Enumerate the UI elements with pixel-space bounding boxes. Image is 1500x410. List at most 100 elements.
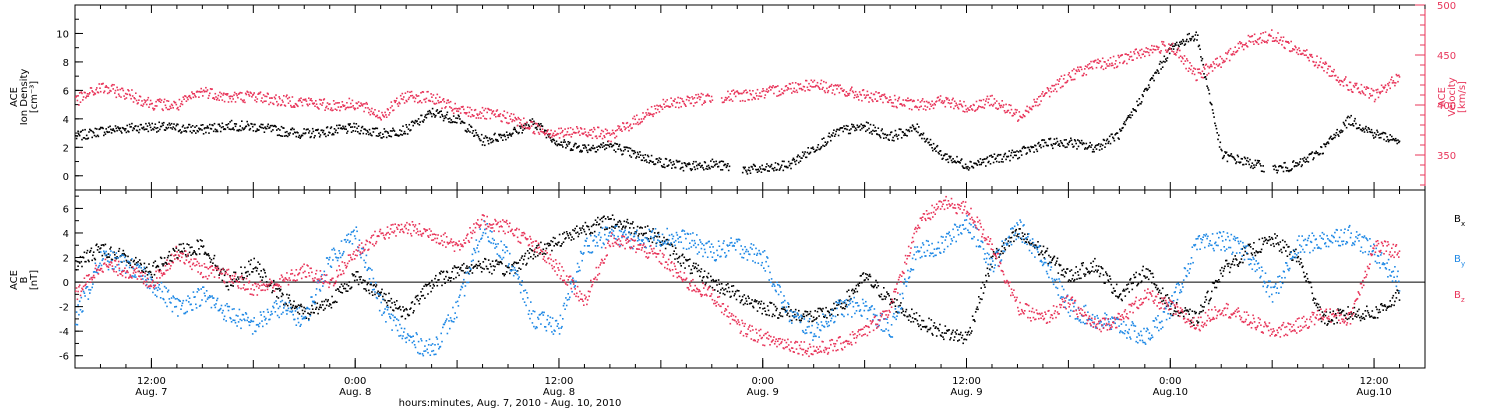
- velocity-series-point: [98, 83, 100, 85]
- velocity-series-point: [228, 95, 231, 98]
- density-series-point: [889, 133, 891, 136]
- velocity-series-point: [103, 90, 106, 92]
- density-series-point: [1188, 32, 1190, 35]
- velocity-series-point: [125, 97, 128, 99]
- density-series-point: [1064, 146, 1067, 149]
- velocity-series-point: [1225, 52, 1227, 54]
- velocity-series-point: [798, 84, 800, 86]
- density-series: [75, 31, 1401, 175]
- bx-series-point: [652, 228, 654, 230]
- velocity-series-point: [85, 95, 88, 97]
- bx-series-point: [582, 225, 584, 227]
- velocity-series-point: [1115, 60, 1117, 62]
- bx-series-point: [545, 247, 548, 250]
- bx-series-point: [445, 270, 448, 273]
- velocity-series-point: [1282, 36, 1285, 38]
- bx-series-point: [723, 289, 725, 291]
- bx-series-point: [1045, 250, 1048, 252]
- bx-series-point: [294, 305, 297, 308]
- density-series-point: [573, 144, 576, 146]
- density-series-point: [629, 147, 632, 150]
- bx-series-point: [756, 310, 759, 312]
- velocity-series-point: [87, 95, 90, 97]
- density-series-point: [1378, 137, 1381, 139]
- bx-series-point: [777, 317, 780, 319]
- density-series-point: [770, 163, 773, 166]
- velocity-series-point: [956, 104, 958, 106]
- density-series-point: [1003, 153, 1006, 156]
- velocity-series-point: [1189, 62, 1191, 64]
- density-series-point: [1351, 124, 1353, 126]
- velocity-series-point: [343, 104, 346, 107]
- velocity-series-point: [146, 99, 149, 101]
- density-series-point: [1302, 160, 1305, 162]
- bx-series-point: [295, 306, 298, 309]
- density-series-point: [1263, 170, 1265, 173]
- bx-series-point: [209, 257, 211, 259]
- velocity-series-point: [378, 110, 380, 112]
- velocity-series-point: [558, 127, 560, 130]
- density-series-point: [1032, 146, 1035, 148]
- bx-series-point: [296, 305, 298, 308]
- density-series-point: [1029, 150, 1031, 153]
- bx-series-point: [895, 311, 897, 313]
- velocity-series-point: [1024, 115, 1026, 118]
- density-series-point: [1207, 87, 1209, 89]
- bx-series-point: [160, 257, 163, 260]
- density-series-point: [1129, 114, 1131, 116]
- density-series-point: [131, 129, 134, 132]
- velocity-series-point: [1196, 79, 1198, 81]
- density-series-point: [914, 128, 916, 131]
- density-series-point: [568, 143, 570, 145]
- velocity-series-point: [84, 91, 86, 94]
- velocity-series-point: [1231, 54, 1233, 56]
- density-series-point: [1202, 63, 1204, 66]
- density-series-point: [230, 119, 233, 122]
- bx-series-point: [874, 284, 876, 286]
- velocity-series-point: [699, 96, 702, 98]
- density-series-point: [347, 123, 350, 125]
- velocity-series-point: [509, 115, 511, 117]
- bx-series-point: [585, 233, 587, 236]
- velocity-series-point: [476, 113, 478, 115]
- bx-series-point: [483, 268, 485, 270]
- density-series-point: [266, 125, 269, 128]
- bx-series-point: [1002, 252, 1004, 255]
- density-series-point: [269, 126, 271, 129]
- bx-series-point: [988, 275, 990, 277]
- velocity-series-point: [1324, 61, 1327, 63]
- bx-series-point: [344, 287, 347, 290]
- density-series-point: [158, 121, 160, 124]
- density-series-point: [1052, 143, 1055, 145]
- bx-series-point: [873, 285, 876, 288]
- density-series-point: [942, 157, 944, 160]
- bx-series-point: [289, 299, 291, 302]
- density-series-point: [877, 127, 880, 129]
- velocity-series-point: [1368, 97, 1370, 99]
- velocity-series-point: [791, 82, 794, 84]
- density-series-point: [637, 153, 640, 156]
- bx-series-point: [224, 270, 227, 273]
- bx-series-point: [945, 332, 947, 334]
- bx-series-point: [543, 252, 545, 255]
- velocity-series-point: [336, 102, 339, 104]
- velocity-series-point: [255, 96, 257, 98]
- velocity-series-point: [293, 106, 296, 108]
- bx-series-point: [900, 302, 902, 304]
- bx-series-point: [505, 265, 507, 267]
- velocity-series-point: [1241, 45, 1243, 48]
- velocity-series-point: [1066, 81, 1068, 83]
- bx-series-point: [482, 261, 485, 263]
- velocity-series-point: [1170, 44, 1173, 47]
- velocity-series-point: [259, 91, 262, 93]
- velocity-series-point: [142, 105, 144, 107]
- velocity-series-point: [1218, 64, 1220, 67]
- bx-series-point: [968, 334, 971, 336]
- density-series-point: [1197, 45, 1200, 48]
- density-series-point: [1040, 146, 1042, 149]
- density-series-point: [879, 135, 881, 137]
- bx-series-point: [961, 334, 964, 337]
- bx-series-point: [775, 309, 777, 312]
- velocity-series-point: [895, 105, 897, 108]
- velocity-series-point: [1355, 84, 1357, 86]
